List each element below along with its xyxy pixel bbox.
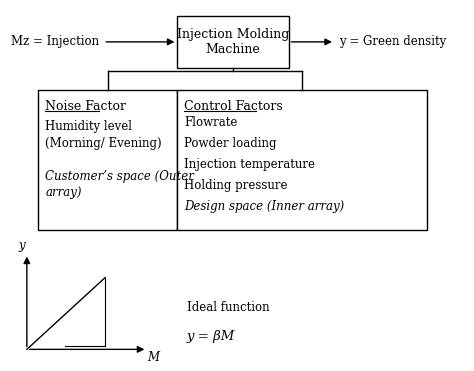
Text: Customer’s space (Outer: Customer’s space (Outer [46,170,194,183]
Text: Injection temperature: Injection temperature [184,158,315,171]
Text: Humidity level: Humidity level [46,120,132,133]
Text: Holding pressure: Holding pressure [184,178,288,192]
Text: M: M [147,351,159,364]
Text: Ideal function: Ideal function [187,301,269,313]
Text: Injection Molding
Machine: Injection Molding Machine [177,28,289,56]
Text: Powder loading: Powder loading [184,137,277,150]
Text: (Morning/ Evening): (Morning/ Evening) [46,137,162,150]
Text: array): array) [46,186,82,199]
Text: Control Factors: Control Factors [184,100,283,113]
FancyBboxPatch shape [177,90,428,230]
Text: y = βM: y = βM [187,330,235,343]
Text: Mz = Injection: Mz = Injection [10,35,99,48]
FancyBboxPatch shape [38,90,177,230]
Text: Noise Factor: Noise Factor [46,100,127,113]
FancyBboxPatch shape [177,16,289,68]
Text: y: y [19,239,26,252]
Text: Design space (Inner array): Design space (Inner array) [184,200,345,213]
Text: y = Green density: y = Green density [339,35,447,48]
Text: Flowrate: Flowrate [184,116,237,129]
